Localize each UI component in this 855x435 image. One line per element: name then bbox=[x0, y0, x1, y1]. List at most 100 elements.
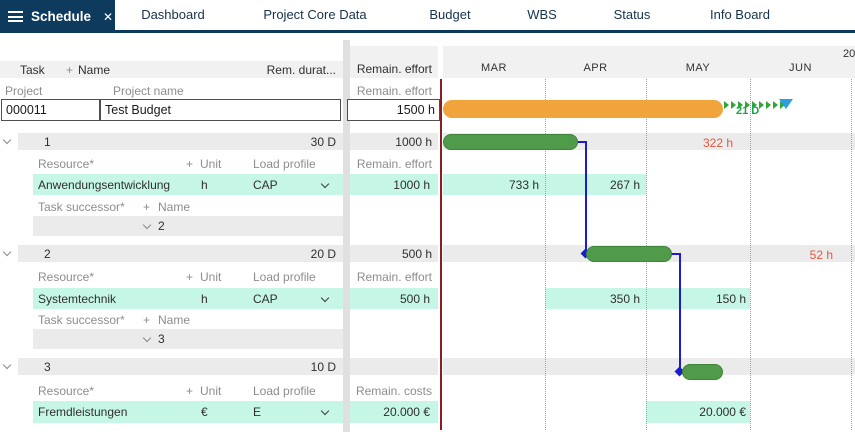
column-splitter[interactable] bbox=[343, 40, 350, 432]
connector-line bbox=[585, 141, 587, 253]
histogram-cell bbox=[646, 401, 750, 423]
task-duration[interactable]: 30 D bbox=[310, 135, 336, 149]
resource-row[interactable] bbox=[33, 174, 343, 195]
resource-plus-icon[interactable]: + bbox=[186, 270, 194, 284]
connector-line bbox=[577, 141, 587, 143]
successor-row[interactable] bbox=[33, 329, 343, 349]
month-label-jun: JUN bbox=[789, 62, 812, 74]
project-name-input[interactable] bbox=[100, 99, 341, 121]
task-bar[interactable] bbox=[586, 246, 672, 262]
successor-name-col-label: Name bbox=[158, 200, 191, 214]
resource-load-profile[interactable]: CAP bbox=[253, 292, 278, 306]
project-effort-input[interactable] bbox=[347, 99, 440, 121]
task-bar[interactable] bbox=[682, 364, 723, 380]
successor-plus-icon[interactable]: + bbox=[143, 313, 151, 327]
task-duration[interactable]: 10 D bbox=[310, 360, 336, 374]
resource-name[interactable]: Anwendungsentwicklung bbox=[38, 178, 171, 192]
task-row[interactable] bbox=[18, 133, 343, 150]
resource-effort-value[interactable]: 1000 h bbox=[393, 178, 430, 192]
resource-name[interactable]: Systemtechnik bbox=[38, 292, 117, 306]
month-gridline bbox=[750, 79, 751, 430]
resource-effort-cell[interactable] bbox=[350, 401, 438, 423]
float-label: 52 h bbox=[809, 248, 833, 262]
gantt-year-label: 20 bbox=[843, 48, 855, 60]
col-plus-icon[interactable]: + bbox=[66, 63, 74, 77]
task-id[interactable]: 3 bbox=[44, 360, 51, 374]
tab-project-core-data[interactable]: Project Core Data bbox=[263, 7, 367, 22]
connector-line bbox=[679, 253, 681, 370]
tab-budget[interactable]: Budget bbox=[429, 7, 471, 22]
successor-row[interactable] bbox=[33, 216, 343, 236]
tab-info-board[interactable]: Info Board bbox=[710, 7, 770, 22]
resource-value-col-label: Remain. costs bbox=[355, 384, 432, 398]
resource-unit[interactable]: h bbox=[201, 292, 208, 306]
buffer-label: 21 D bbox=[736, 105, 760, 117]
project-bar[interactable] bbox=[443, 100, 723, 118]
task-id[interactable]: 2 bbox=[44, 247, 51, 261]
histogram-value: 267 h bbox=[609, 178, 640, 192]
month-label-apr: APR bbox=[583, 62, 608, 74]
resource-name[interactable]: Fremdleistungen bbox=[38, 405, 128, 419]
tab-schedule[interactable]: Schedule ✕ bbox=[0, 0, 115, 33]
expand-chevron-icon[interactable] bbox=[2, 135, 12, 145]
resource-row[interactable] bbox=[33, 401, 343, 423]
resource-row[interactable] bbox=[33, 288, 343, 309]
resource-load-profile[interactable]: E bbox=[253, 405, 262, 419]
task-duration[interactable]: 20 D bbox=[310, 247, 336, 261]
histogram-value: 350 h bbox=[609, 292, 640, 306]
month-gridline bbox=[851, 79, 852, 430]
milestone-triangle-icon[interactable] bbox=[779, 99, 793, 109]
project-id-input[interactable] bbox=[1, 99, 100, 121]
tab-dashboard[interactable]: Dashboard bbox=[141, 7, 205, 22]
task-effort[interactable]: 1000 h bbox=[395, 135, 432, 149]
gantt-task-row-band bbox=[443, 358, 855, 375]
resource-effort-value[interactable]: 20.000 € bbox=[383, 405, 430, 419]
resource-value-col-label: Remain. effort bbox=[356, 270, 432, 284]
resource-load-profile[interactable]: CAP bbox=[253, 178, 278, 192]
resource-col-label: Resource* bbox=[38, 157, 95, 171]
project-name-label: Project name bbox=[113, 84, 184, 98]
successor-id[interactable]: 3 bbox=[158, 332, 165, 346]
tab-bar: Schedule ✕ Dashboard Project Core Data B… bbox=[0, 0, 855, 33]
resource-plus-icon[interactable]: + bbox=[186, 157, 194, 171]
unit-col-label: Unit bbox=[200, 270, 222, 284]
task-id[interactable]: 1 bbox=[44, 135, 51, 149]
table-header-row bbox=[0, 61, 343, 78]
histogram-cell bbox=[545, 174, 646, 195]
today-line bbox=[440, 79, 442, 430]
task-row[interactable] bbox=[18, 245, 343, 262]
effort-header-cell bbox=[350, 46, 438, 78]
task-effort[interactable]: 500 h bbox=[401, 247, 432, 261]
resource-col-label: Resource* bbox=[38, 270, 95, 284]
menu-icon[interactable] bbox=[8, 11, 23, 22]
close-icon[interactable]: ✕ bbox=[103, 9, 114, 24]
resource-value-col-label: Remain. effort bbox=[356, 157, 432, 171]
project-effort-label: Remain. effort bbox=[356, 84, 432, 98]
task-bar[interactable] bbox=[443, 134, 578, 150]
successor-id[interactable]: 2 bbox=[158, 219, 165, 233]
histogram-value: 733 h bbox=[508, 178, 539, 192]
task-effort-cell[interactable] bbox=[350, 133, 438, 150]
expand-chevron-icon[interactable] bbox=[2, 247, 12, 257]
resource-plus-icon[interactable]: + bbox=[186, 384, 194, 398]
month-gridline bbox=[545, 79, 546, 430]
resource-unit[interactable]: € bbox=[201, 405, 208, 419]
task-effort-cell[interactable] bbox=[350, 245, 438, 262]
histogram-value: 150 h bbox=[715, 292, 746, 306]
resource-effort-value[interactable]: 500 h bbox=[399, 292, 430, 306]
col-task: Task bbox=[20, 63, 45, 77]
tab-wbs[interactable]: WBS bbox=[527, 7, 557, 22]
resource-effort-cell[interactable] bbox=[350, 174, 438, 195]
histogram-cell bbox=[646, 288, 750, 309]
resource-unit[interactable]: h bbox=[201, 178, 208, 192]
float-label: 322 h bbox=[702, 136, 733, 150]
col-remain-effort: Remain. effort bbox=[356, 62, 432, 76]
tab-status[interactable]: Status bbox=[613, 7, 651, 22]
resource-effort-cell[interactable] bbox=[350, 288, 438, 309]
task-row[interactable] bbox=[18, 358, 343, 375]
expand-chevron-icon[interactable] bbox=[2, 360, 12, 370]
successor-plus-icon[interactable]: + bbox=[143, 200, 151, 214]
month-label-mar: MAR bbox=[481, 62, 507, 74]
task-effort-cell[interactable] bbox=[350, 358, 438, 375]
